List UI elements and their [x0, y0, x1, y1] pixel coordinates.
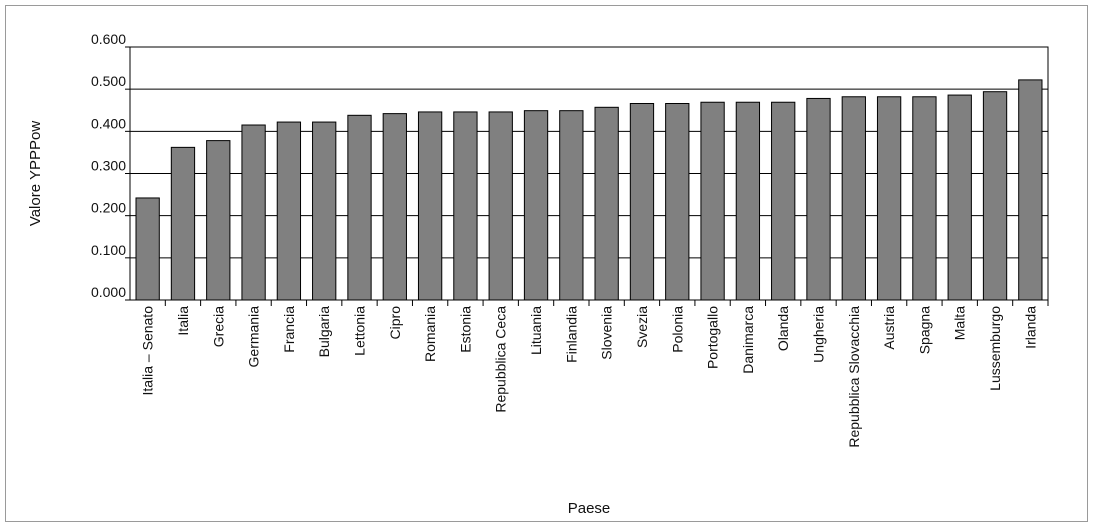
bar: [947, 94, 972, 301]
x-category-label: Estonia: [457, 306, 473, 353]
x-category-label: Svezia: [634, 306, 650, 348]
y-tick-label: 0.400: [91, 115, 126, 131]
bar: [912, 96, 937, 301]
bar: [665, 103, 690, 301]
bar-chart: 0.000 0.100 0.200 0.300 0.400 0.500 0.600 Ital…: [27, 31, 1049, 517]
x-category-label: Italia: [175, 306, 191, 336]
x-category-label: Romania: [422, 306, 438, 362]
bar: [559, 110, 584, 301]
x-category-label: Repubblica Slovacchia: [846, 306, 862, 448]
x-category-label: Italia – Senato: [140, 306, 156, 396]
bar: [135, 197, 160, 301]
y-tick-label: 0.200: [91, 200, 126, 216]
y-tick-label: 0.000: [91, 284, 126, 300]
y-tick-label: 0.100: [91, 242, 126, 258]
bar: [700, 101, 725, 301]
bar: [382, 113, 407, 301]
x-category-label: Repubblica Ceca: [493, 306, 509, 413]
bar: [876, 96, 902, 301]
y-tick-label: 0.300: [91, 158, 126, 174]
bar: [735, 101, 761, 301]
axes: [125, 46, 1049, 306]
x-category-label: Cipro: [387, 306, 403, 340]
bar: [982, 91, 1008, 301]
bar: [488, 111, 513, 301]
x-category-label: Portogallo: [705, 306, 721, 369]
y-tick-label: 0.600: [91, 31, 126, 47]
x-category-label: Polonia: [669, 306, 685, 353]
y-axis-title: Valore YPPPow: [27, 121, 44, 227]
x-category-label: Germania: [246, 306, 262, 368]
bar: [771, 101, 796, 301]
bar: [241, 124, 266, 301]
bar: [629, 103, 655, 301]
x-category-labels: Italia – Senato Italia Grecia Germania Franc…: [140, 306, 1039, 448]
x-category-label: Slovenia: [599, 306, 615, 360]
bar: [417, 111, 443, 301]
x-axis-title: Paese: [568, 500, 611, 517]
x-category-label: Irlanda: [1022, 306, 1038, 349]
bar: [276, 121, 302, 301]
bar: [594, 106, 619, 301]
x-category-label: Spagna: [916, 306, 932, 354]
bar: [806, 97, 831, 301]
bar: [453, 111, 478, 301]
x-category-label: Danimarca: [740, 306, 756, 374]
x-category-label: Francia: [281, 306, 297, 353]
bar: [1018, 79, 1043, 301]
x-category-label: Austria: [881, 306, 897, 350]
bar: [523, 110, 549, 301]
bar: [347, 114, 372, 301]
bar: [312, 121, 337, 301]
x-category-label: Finlandia: [563, 306, 579, 363]
x-category-label: Lussemburgo: [987, 306, 1003, 391]
x-category-label: Lituania: [528, 306, 544, 355]
x-category-label: Lettonia: [352, 306, 368, 356]
bar: [206, 140, 231, 301]
x-category-label: Olanda: [775, 306, 791, 351]
x-category-label: Bulgaria: [316, 306, 332, 358]
gridlines: [130, 46, 1048, 259]
chart-frame: 0.000 0.100 0.200 0.300 0.400 0.500 0.600 Ital…: [5, 5, 1088, 522]
bar: [170, 146, 196, 301]
y-tick-label: 0.500: [91, 73, 126, 89]
bars: [135, 79, 1043, 301]
x-category-label: Grecia: [210, 306, 226, 347]
bar: [841, 96, 866, 301]
y-tick-labels: 0.000 0.100 0.200 0.300 0.400 0.500 0.600: [91, 31, 126, 300]
x-category-label: Ungheria: [811, 306, 827, 363]
x-category-label: Malta: [952, 306, 968, 340]
